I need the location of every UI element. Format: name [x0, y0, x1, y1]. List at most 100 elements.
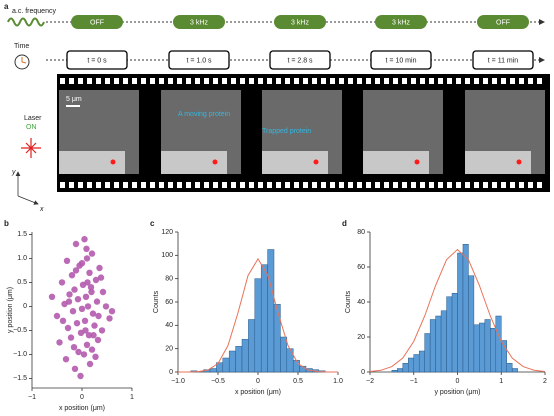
scatter-point: [65, 298, 73, 305]
y-axis-label: y position (μm): [7, 287, 14, 333]
sprocket-hole: [348, 78, 353, 84]
state-label: 3 kHz: [190, 19, 208, 26]
scatter-point: [102, 303, 110, 310]
sprocket-hole: [231, 78, 236, 84]
micrograph-bright: [262, 151, 328, 174]
scale-bar-label: 5 μm: [66, 96, 82, 103]
y-tick-label: 120: [161, 229, 173, 236]
scatter-point: [88, 288, 95, 296]
scatter-point: [71, 365, 79, 372]
scatter-point: [84, 303, 92, 310]
y-tick-label: 80: [357, 229, 365, 236]
sprocket-hole: [213, 78, 218, 84]
time-value: t = 2.8 s: [287, 57, 313, 64]
sprocket-hole: [204, 182, 209, 188]
sprocket-hole: [240, 78, 245, 84]
sprocket-hole: [114, 182, 119, 188]
sprocket-hole: [501, 182, 506, 188]
scatter-point: [48, 293, 56, 300]
histogram-bar: [495, 315, 502, 373]
scatter-point: [78, 305, 86, 312]
histogram-bar: [484, 319, 491, 373]
sprocket-hole: [492, 78, 497, 84]
micrograph-bright: [363, 151, 429, 174]
sprocket-hole: [402, 182, 407, 188]
y-tick-label: 60: [165, 299, 173, 306]
histogram-bar: [501, 340, 507, 373]
sprocket-hole: [213, 182, 218, 188]
scatter-point: [70, 344, 78, 351]
sprocket-hole: [321, 182, 326, 188]
histogram-bar: [248, 319, 256, 373]
scatter-point: [59, 317, 67, 324]
state-pill: [477, 15, 529, 29]
sprocket-hole: [222, 78, 227, 84]
panel-label: a: [4, 2, 9, 11]
sprocket-hole: [267, 78, 272, 84]
y-tick-label: 60: [357, 264, 365, 271]
panel-label: d: [342, 219, 347, 228]
fit-curve: [177, 257, 339, 373]
sprocket-hole: [492, 182, 497, 188]
histogram-bar: [273, 304, 281, 373]
sprocket-hole: [330, 78, 335, 84]
sprocket-hole: [159, 182, 164, 188]
time-value: t = 11 min: [488, 57, 519, 64]
scatter-point: [84, 279, 91, 286]
sprocket-hole: [429, 182, 434, 188]
sprocket-hole: [294, 78, 299, 84]
sprocket-hole: [312, 182, 317, 188]
scatter-point: [98, 327, 106, 334]
scatter-point: [99, 288, 107, 296]
sprocket-hole: [420, 78, 425, 84]
micrograph-bright: [465, 151, 531, 174]
panel-label: c: [150, 219, 155, 228]
scatter-point: [82, 293, 90, 300]
time-value: t = 10 min: [386, 57, 417, 64]
sprocket-hole: [240, 182, 245, 188]
sprocket-hole: [141, 182, 146, 188]
scatter-point: [97, 274, 105, 281]
scatter-point: [96, 264, 103, 272]
sprocket-hole: [69, 78, 74, 84]
scatter-point: [89, 310, 97, 317]
sprocket-hole: [258, 182, 263, 188]
sprocket-hole: [249, 78, 254, 84]
histogram-bar: [391, 370, 398, 373]
sprocket-hole: [69, 182, 74, 188]
histogram-bar: [473, 324, 480, 373]
sprocket-hole: [231, 182, 236, 188]
sprocket-hole: [177, 182, 182, 188]
y-tick-label: 40: [357, 299, 365, 306]
sprocket-hole: [105, 182, 110, 188]
x-tick-label: 1: [130, 394, 134, 401]
time-box: [269, 50, 331, 70]
sprocket-hole: [447, 78, 452, 84]
scatter-point: [62, 356, 70, 363]
x-tick-label: 0: [80, 394, 84, 401]
sprocket-hole: [105, 78, 110, 84]
sprocket-hole: [438, 182, 443, 188]
y-tick-label: 80: [165, 276, 173, 283]
sprocket-hole: [339, 182, 344, 188]
sprocket-hole: [528, 78, 533, 84]
sprocket-hole: [438, 78, 443, 84]
sprocket-hole: [474, 78, 479, 84]
histogram-bar: [429, 319, 436, 373]
sprocket-hole: [87, 182, 92, 188]
scatter-point: [56, 339, 63, 346]
x-direction-label: x: [39, 206, 44, 213]
sprocket-hole: [330, 182, 335, 188]
scatter-point: [83, 341, 91, 348]
protein-dot: [110, 159, 116, 165]
sprocket-hole: [294, 182, 299, 188]
scatter-point: [95, 312, 102, 320]
sprocket-hole: [168, 78, 173, 84]
sprocket-hole: [303, 78, 308, 84]
sprocket-hole: [420, 182, 425, 188]
state-label: OFF: [90, 19, 104, 26]
y-tick-label: 0.5: [17, 279, 27, 286]
x-direction: [17, 195, 39, 205]
histogram-bar: [506, 363, 513, 373]
laser-icon: [21, 138, 41, 158]
